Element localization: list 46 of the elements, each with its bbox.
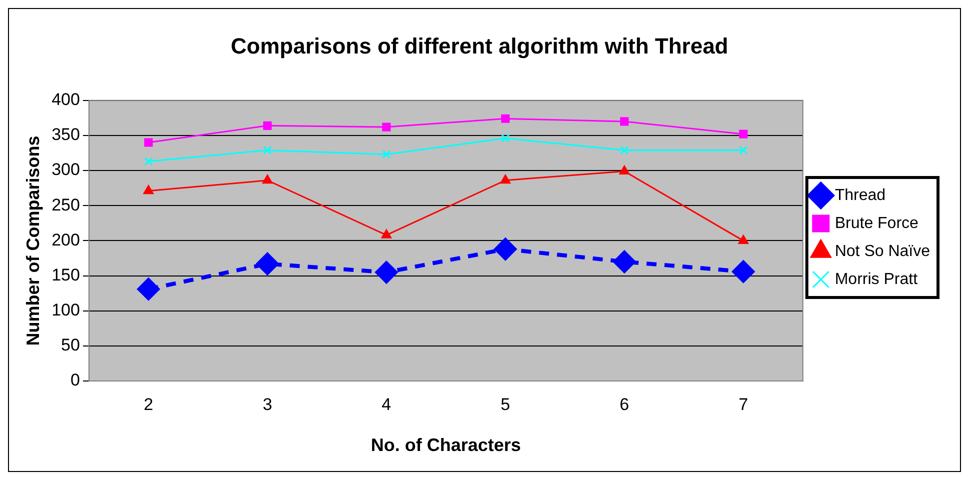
- point: [263, 121, 272, 130]
- point: [738, 234, 748, 244]
- y-tick-label: 50: [61, 336, 80, 355]
- point: [501, 134, 510, 143]
- point: [619, 166, 630, 174]
- x-tick-label: 5: [500, 394, 510, 414]
- chart-title: Comparisons of different algorithm with Thread: [230, 33, 728, 58]
- point: [262, 174, 273, 184]
- y-tick-label: 150: [52, 265, 80, 284]
- point: [739, 130, 748, 138]
- point: [144, 138, 153, 147]
- point: [620, 117, 629, 126]
- y-axis-title: Number of Comparisons: [22, 136, 43, 346]
- point: [620, 146, 629, 154]
- point: [382, 122, 391, 132]
- point: [739, 146, 748, 154]
- x-tick-label: 6: [620, 394, 630, 414]
- point: [143, 185, 154, 194]
- y-tick-label: 250: [52, 195, 80, 214]
- y-tick-label: 400: [52, 90, 80, 110]
- point: [144, 157, 153, 166]
- y-tick-label: 300: [52, 160, 80, 180]
- y-tick-label: 200: [52, 230, 80, 250]
- legend-label: Morris Pratt: [834, 270, 918, 288]
- point: [375, 261, 398, 284]
- point: [494, 238, 516, 260]
- point: [500, 174, 510, 184]
- point: [613, 250, 636, 273]
- legend-label: Not So Naïve: [834, 242, 930, 260]
- y-tick-label: 350: [52, 125, 80, 144]
- y-tick-label: 0: [70, 370, 80, 390]
- legend-label: Brute Force: [834, 214, 919, 232]
- point: [381, 229, 392, 238]
- legend-label: Thread: [834, 186, 886, 204]
- point: [501, 114, 510, 123]
- point: [263, 146, 272, 154]
- point: [382, 150, 391, 159]
- x-tick-label: 7: [738, 394, 748, 414]
- x-axis-title: No. of Characters: [370, 435, 521, 456]
- x-tick-label: 3: [262, 394, 272, 414]
- point: [137, 278, 160, 300]
- y-tick-label: 100: [52, 300, 80, 320]
- point: [732, 260, 754, 283]
- x-tick-label: 4: [382, 394, 392, 414]
- x-tick-label: 2: [144, 394, 154, 414]
- point: [256, 252, 278, 275]
